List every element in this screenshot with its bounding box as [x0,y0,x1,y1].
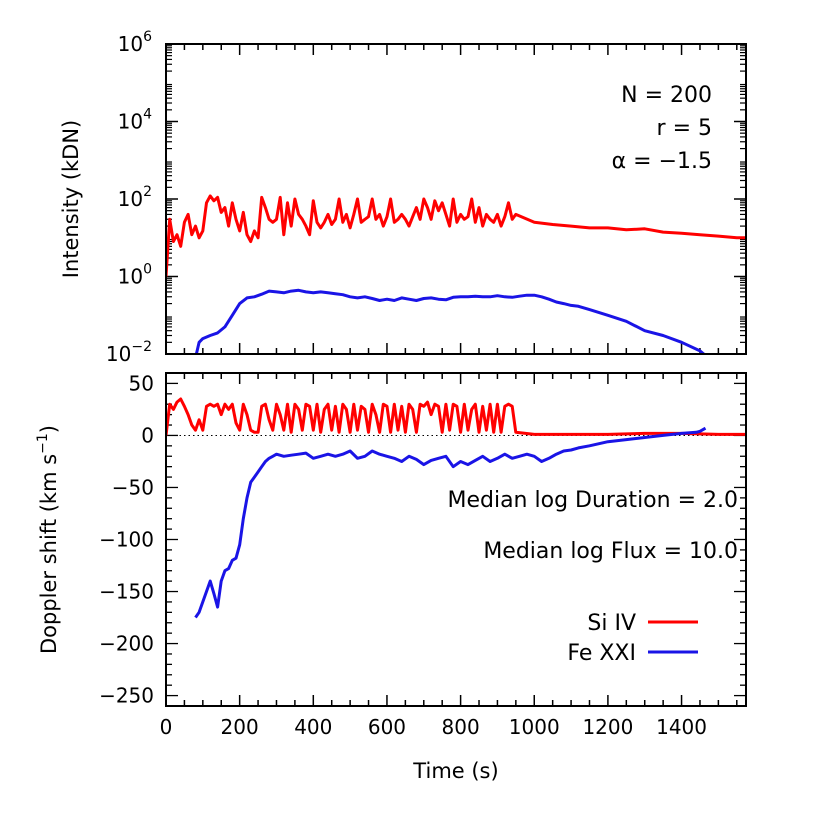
bottom-ytick-label: 0 [141,423,154,447]
bottom-annotation: Median log Flux = 10.0 [483,539,738,564]
top-ytick-label: 104 [118,107,152,134]
bottom-xtick-label: 1400 [656,715,707,739]
bottom-ytick-label: −150 [99,580,154,604]
top-annotation: r = 5 [657,116,712,141]
bottom-xtick-label: 1000 [509,715,560,739]
top-frame [165,43,747,355]
bottom-xtick-label: 800 [442,715,480,739]
bottom-frame [165,372,747,707]
top-annotation: α = −1.5 [612,149,712,174]
top-annotation: N = 200 [621,83,712,108]
legend-label: Si IV [587,611,636,636]
bottom-series-si_iv [166,397,746,436]
top-ytick-label: 102 [118,184,152,211]
top-ytick-label: 10−2 [106,339,152,366]
bottom-xlabel: Time (s) [412,759,498,783]
top-ylabel: Intensity (kDN) [59,120,83,279]
bottom-xtick-label: 1200 [582,715,633,739]
bottom-ytick-label: 50 [129,371,154,395]
bottom-xtick-label: 400 [294,715,332,739]
bottom-series-fe_xxi [194,426,707,619]
top-series-fe_xxi [194,288,707,354]
bottom-annotation: Median log Duration = 2.0 [447,488,738,513]
bottom-ytick-label: −250 [99,684,154,708]
top-series-group [166,194,746,354]
bottom-series-group [166,397,746,619]
bottom-xtick-label: 0 [160,715,173,739]
top-ytick-label: 106 [118,29,152,56]
bottom-xtick-label: 600 [368,715,406,739]
top-ytick-label: 100 [118,262,152,289]
intensity-panel: 10−2 100 102 104 106 Intensity (kDN) N = 200 r … [59,29,747,366]
bottom-xtick-label: 200 [221,715,259,739]
legend-label: Fe XXI [567,641,636,666]
top-series-si_iv [166,194,746,277]
bottom-ytick-label: −50 [112,475,154,499]
bottom-ytick-label: −100 [99,528,154,552]
bottom-ytick-label: −200 [99,632,154,656]
bottom-ylabel: Doppler shift (km s−1) [35,425,61,654]
